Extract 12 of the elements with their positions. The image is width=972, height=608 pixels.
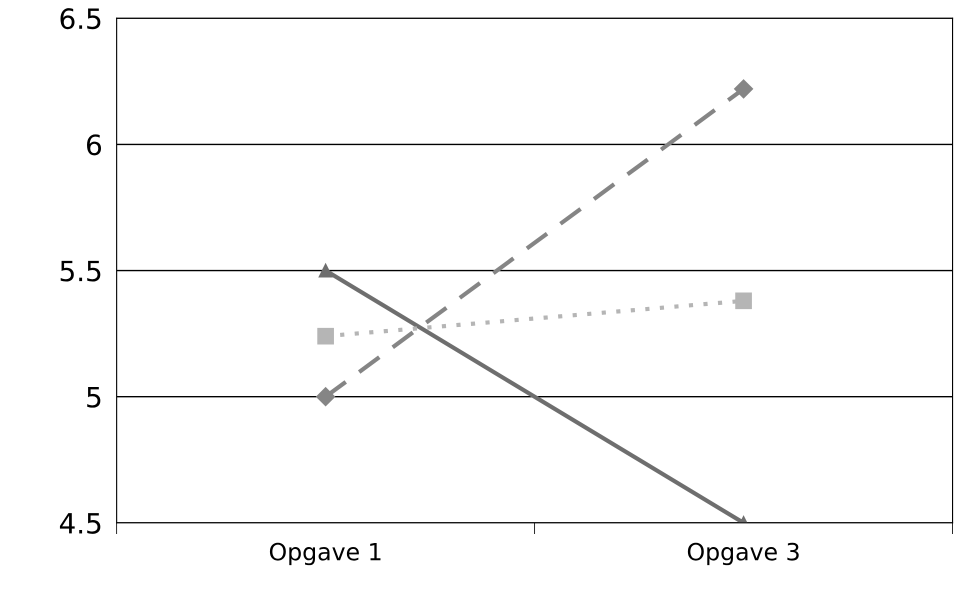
y-tick-label: 5.5 — [60, 260, 100, 282]
y-tick-label: 6 — [87, 134, 101, 156]
point — [735, 292, 752, 310]
point — [318, 264, 333, 278]
y-tick-label: 4.5 — [60, 513, 100, 534]
x-tick-label: Opgave 1 — [270, 542, 380, 566]
point — [316, 387, 336, 406]
y-tick-label: 6.5 — [60, 8, 100, 30]
point — [317, 328, 334, 344]
x-tick-label: Opgave 3 — [688, 542, 799, 566]
y-tick-label: 5 — [87, 387, 100, 408]
point — [734, 79, 754, 98]
